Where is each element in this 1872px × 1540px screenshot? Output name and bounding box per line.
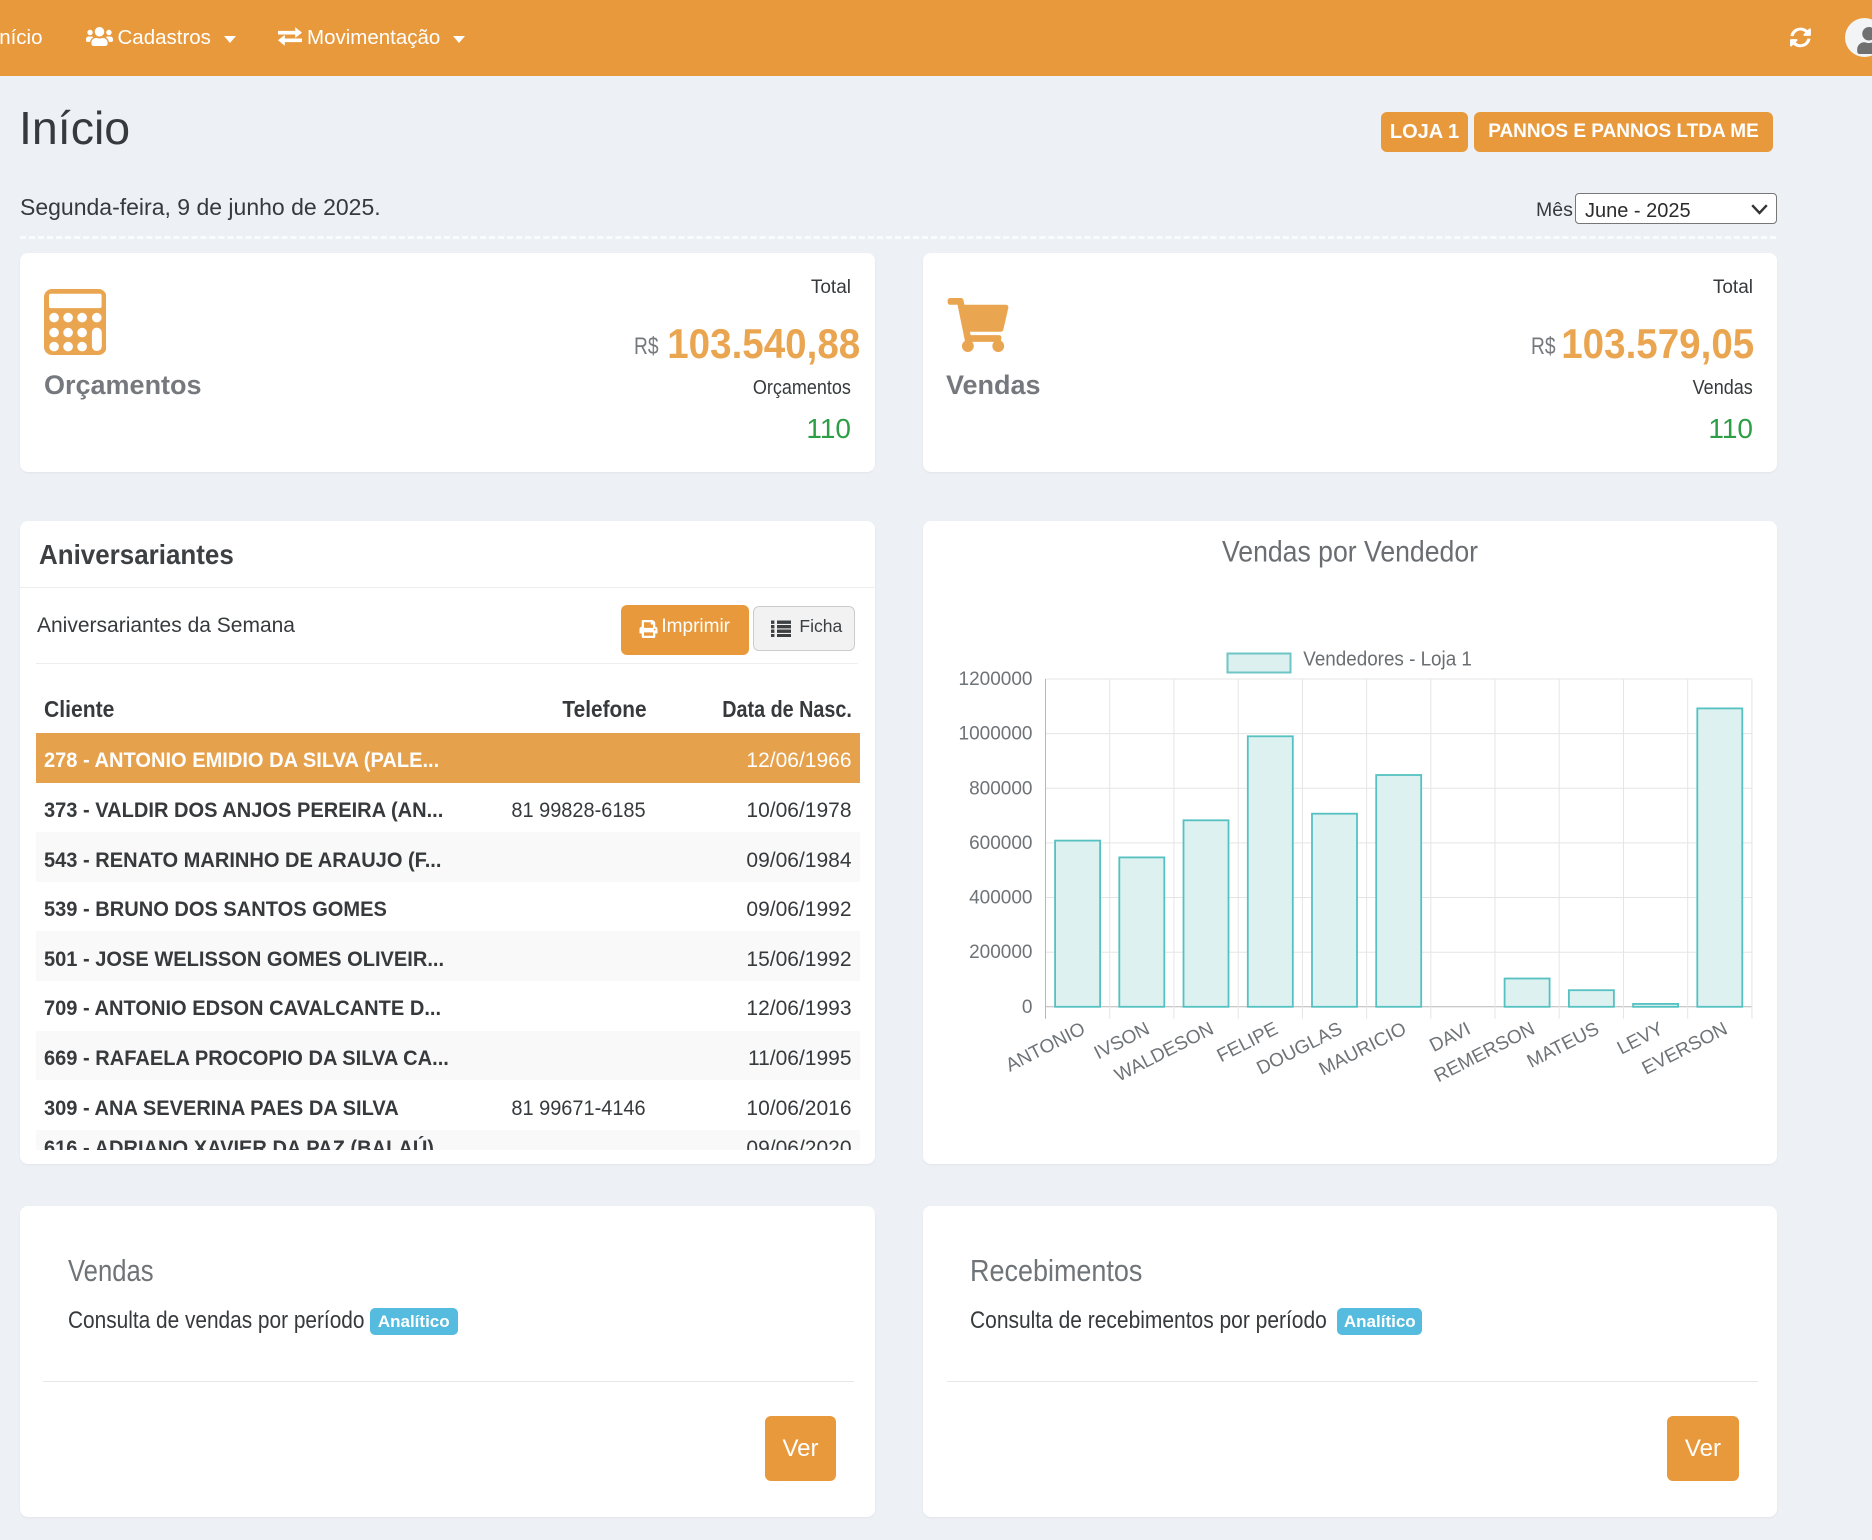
svg-text:Vendedores - Loja 1: Vendedores - Loja 1 xyxy=(1303,649,1472,671)
svg-text:600000: 600000 xyxy=(969,833,1032,854)
svg-text:ANTONIO: ANTONIO xyxy=(1003,1019,1089,1077)
svg-text:800000: 800000 xyxy=(969,778,1032,799)
svg-text:1000000: 1000000 xyxy=(959,724,1033,745)
svg-text:1200000: 1200000 xyxy=(959,669,1033,690)
svg-text:MATEUS: MATEUS xyxy=(1524,1019,1603,1073)
svg-text:Vendas por Vendedor: Vendas por Vendedor xyxy=(1222,536,1478,569)
svg-text:0: 0 xyxy=(1022,997,1033,1018)
svg-text:400000: 400000 xyxy=(969,888,1032,909)
svg-text:200000: 200000 xyxy=(969,942,1032,963)
